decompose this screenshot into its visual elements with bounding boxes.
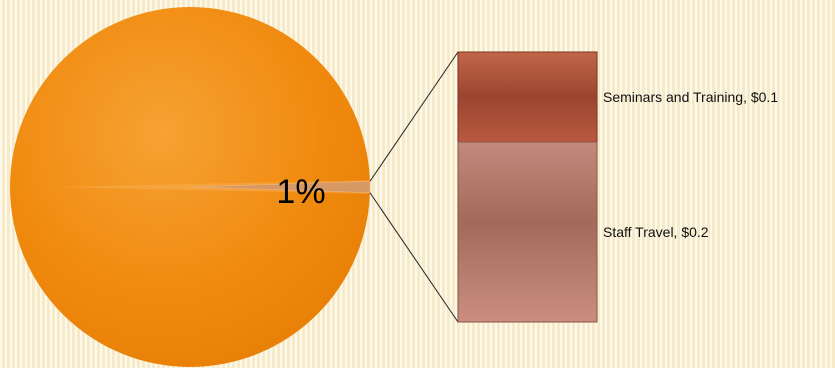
pie-highlight — [55, 180, 372, 194]
pie-slice-split — [189, 181, 371, 193]
pie — [10, 7, 372, 367]
bar-label-seminars-and-training: Seminars and Training, $0.1 — [603, 89, 778, 105]
pie-slice-percent-label: 1% — [276, 173, 325, 211]
connector-line-bottom — [369, 192, 459, 323]
bar-segment-staff-travel — [457, 141, 598, 323]
bar-label-staff-travel: Staff Travel, $0.2 — [603, 224, 709, 240]
connector-line-top — [369, 51, 459, 182]
stacked-bar — [457, 51, 598, 323]
bar-segment-seminars-and-training — [457, 51, 598, 143]
